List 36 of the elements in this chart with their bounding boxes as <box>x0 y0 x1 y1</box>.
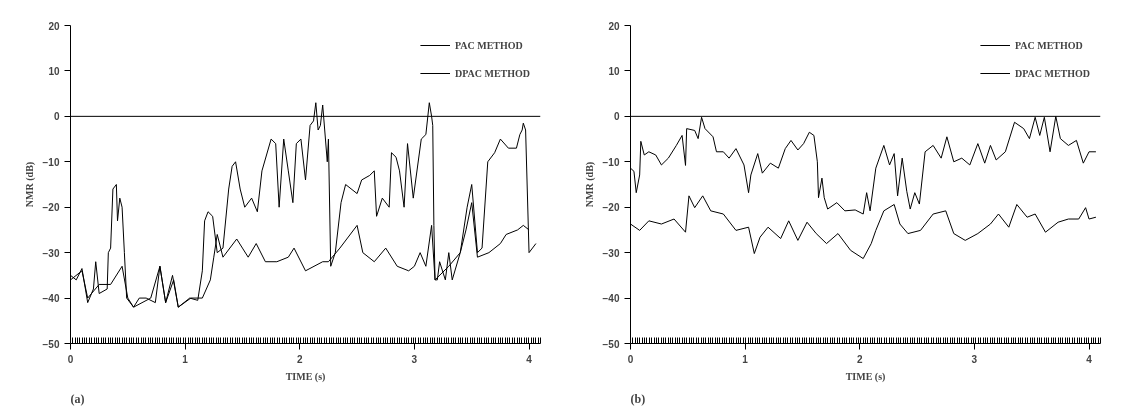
legend-label: DPAC METHOD <box>1014 67 1090 79</box>
y-tick-label: −50 <box>602 338 620 350</box>
y-tick-label: −40 <box>602 293 620 305</box>
legend-label: PAC METHOD <box>1014 39 1083 51</box>
x-tick-label: 0 <box>67 353 74 365</box>
y-axis-title: NMR (dB) <box>23 161 36 208</box>
y-tick-label: −10 <box>42 156 60 168</box>
y-tick-label: −30 <box>42 247 60 259</box>
x-tick-label: 2 <box>296 353 303 365</box>
x-tick-label: 1 <box>182 353 189 365</box>
text: (b) <box>630 391 646 406</box>
legend-label: DPAC METHOD <box>454 67 530 79</box>
y-tick-label: −30 <box>602 247 620 259</box>
x-tick-label: 0 <box>627 353 634 365</box>
x-tick-label: 2 <box>856 353 863 365</box>
y-tick-label: −10 <box>602 156 620 168</box>
legend-label: PAC METHOD <box>454 39 523 51</box>
y-tick-label: 20 <box>608 20 620 32</box>
x-axis-title: TIME (s) <box>285 370 326 383</box>
y-axis-title: NMR (dB) <box>583 161 596 208</box>
x-tick-label: 3 <box>971 353 978 365</box>
y-tick-label: 10 <box>608 65 620 77</box>
y-tick-label: −40 <box>42 293 60 305</box>
x-tick-label: 4 <box>526 353 533 365</box>
x-tick-label: 4 <box>1086 353 1093 365</box>
y-tick-label: 0 <box>613 111 620 123</box>
x-tick-label: 3 <box>411 353 418 365</box>
y-tick-label: −50 <box>42 338 60 350</box>
y-tick-label: −20 <box>42 202 60 214</box>
y-tick-label: 0 <box>53 111 60 123</box>
text: (a) <box>70 391 85 406</box>
y-tick-label: −20 <box>602 202 620 214</box>
y-tick-label: 10 <box>48 65 60 77</box>
y-tick-label: 20 <box>48 20 60 32</box>
x-axis-title: TIME (s) <box>845 370 886 383</box>
x-tick-label: 1 <box>742 353 749 365</box>
